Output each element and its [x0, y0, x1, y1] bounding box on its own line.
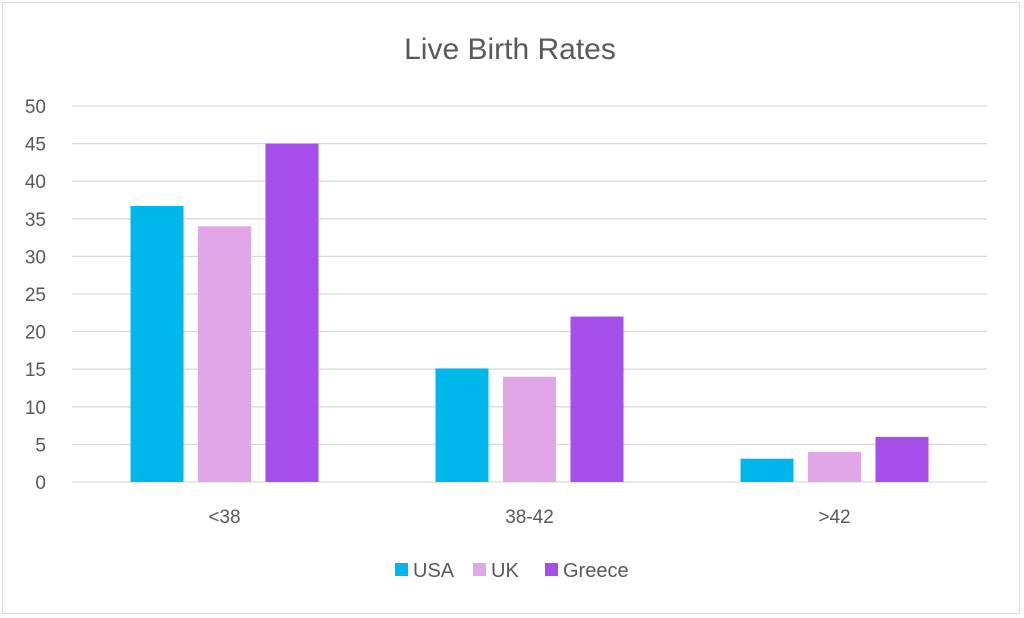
- y-tick-label: 30: [25, 247, 46, 268]
- y-tick-label: 45: [25, 135, 46, 156]
- chart-title: Live Birth Rates: [404, 33, 616, 66]
- bars: [130, 143, 929, 483]
- y-tick-label: 5: [35, 435, 46, 456]
- bar-uk-0: [198, 226, 251, 482]
- legend: USA UK Greece: [395, 560, 629, 582]
- y-tick-label: 25: [25, 285, 46, 306]
- legend-label-greece: Greece: [563, 560, 629, 582]
- x-tick-label: <38: [208, 507, 240, 528]
- bar-uk-2: [808, 451, 861, 482]
- y-tick-label: 40: [25, 172, 46, 193]
- x-tick-label: 38-42: [505, 507, 554, 528]
- x-axis-ticks: <38 38-42 >42: [208, 507, 850, 528]
- legend-label-usa: USA: [413, 560, 455, 582]
- legend-swatch-greece: [545, 563, 558, 576]
- y-tick-label: 20: [25, 323, 46, 344]
- y-tick-label: 35: [25, 210, 46, 231]
- x-tick-label: >42: [818, 507, 850, 528]
- y-axis-ticks: 0 5 10 15 20 25 30 35 40 45 50: [25, 97, 46, 494]
- bar-usa-2: [740, 458, 794, 482]
- y-tick-label: 10: [25, 398, 46, 419]
- bar-usa-0: [130, 206, 184, 483]
- y-tick-label: 0: [35, 473, 46, 494]
- y-tick-label: 50: [25, 97, 46, 118]
- bar-greece-0: [265, 143, 319, 482]
- bar-usa-1: [435, 368, 489, 482]
- legend-swatch-usa: [395, 563, 408, 576]
- legend-swatch-uk: [473, 563, 486, 576]
- y-tick-label: 15: [25, 360, 46, 381]
- bar-greece-1: [570, 316, 624, 482]
- legend-label-uk: UK: [491, 560, 519, 582]
- bar-uk-1: [503, 376, 556, 482]
- bar-greece-2: [875, 436, 929, 482]
